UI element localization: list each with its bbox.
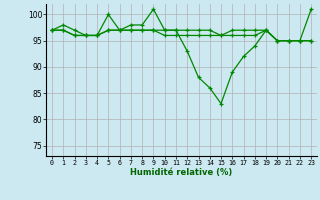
X-axis label: Humidité relative (%): Humidité relative (%): [131, 168, 233, 177]
